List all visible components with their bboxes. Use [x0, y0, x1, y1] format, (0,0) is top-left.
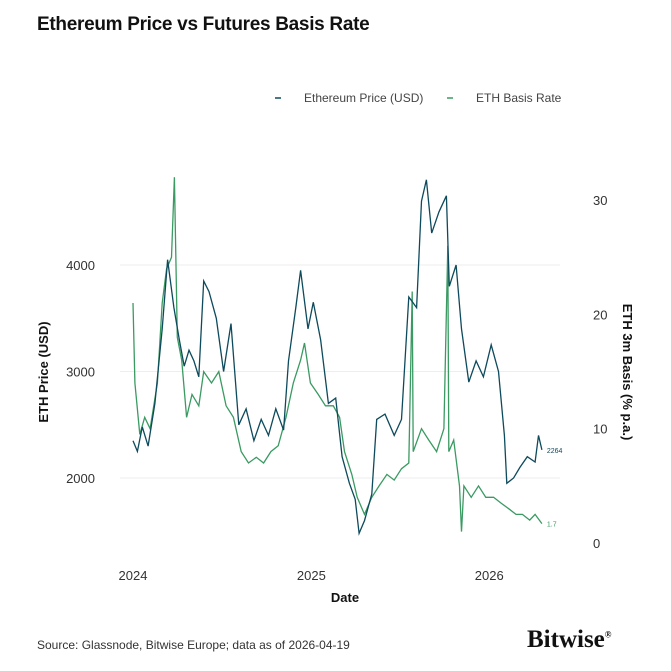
y2-tick-label: 30 — [593, 193, 607, 208]
legend-label: ETH Basis Rate — [476, 91, 562, 105]
basis-line — [132, 177, 543, 532]
x-tick-label: 2024 — [119, 568, 148, 583]
y-tick-label: 2000 — [66, 471, 95, 486]
x-tick-label: 2026 — [475, 568, 504, 583]
basis-end-label: 1.7 — [547, 522, 557, 529]
y2-tick-label: 0 — [593, 536, 600, 551]
y2-tick-label: 10 — [593, 422, 607, 437]
y2-tick-label: 20 — [593, 307, 607, 322]
bitwise-logo: Bitwise® — [527, 626, 612, 653]
x-axis-label: Date — [331, 590, 359, 605]
y2-axis-label: ETH 3m Basis (% p.a.) — [620, 304, 635, 441]
y-tick-label: 4000 — [66, 258, 95, 273]
source-note: Source: Glassnode, Bitwise Europe; data … — [37, 638, 350, 652]
y-axis-label: ETH Price (USD) — [36, 321, 51, 422]
chart-title: Ethereum Price vs Futures Basis Rate — [37, 14, 370, 35]
y-tick-label: 3000 — [66, 365, 95, 380]
price-line — [132, 179, 543, 536]
x-tick-label: 2025 — [297, 568, 326, 583]
price-end-label: 2264 — [547, 448, 563, 455]
legend-label: Ethereum Price (USD) — [304, 91, 423, 105]
